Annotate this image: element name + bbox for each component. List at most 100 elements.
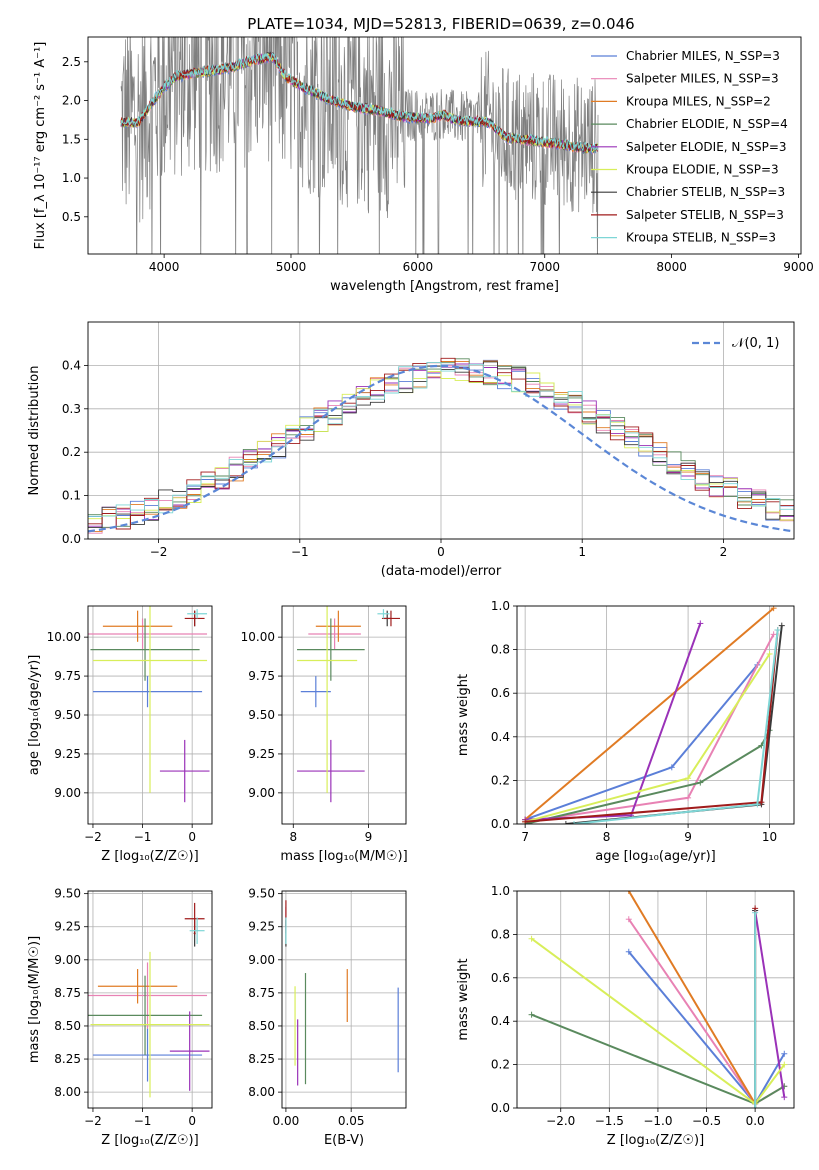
y-tick-label: 0.4 (491, 730, 510, 744)
y-tick-label: 9.00 (54, 953, 81, 967)
y-tick-label: 2.0 (62, 94, 81, 108)
x-axis-label: wavelength [Angstrom, rest frame] (330, 279, 559, 294)
x-tick-label: 7000 (529, 260, 560, 274)
x-axis-label: (data-model)/error (381, 564, 502, 579)
y-tick-label: 8.50 (248, 1019, 275, 1033)
weight-line (524, 653, 771, 823)
y-tick-label: 0.2 (491, 1058, 510, 1072)
y-tick-label: 9.75 (248, 669, 275, 683)
y-tick-label: 1.5 (62, 132, 81, 146)
x-tick-label: 5000 (276, 260, 307, 274)
axes-frame (281, 605, 407, 825)
x-tick-label: 0.0 (746, 1114, 765, 1128)
x-tick-label: −1 (134, 1114, 152, 1128)
x-tick-label: 7 (521, 830, 529, 844)
y-tick-label: 1.0 (62, 171, 81, 185)
legend-label: Kroupa MILES, N_SSP=2 (626, 94, 771, 108)
x-tick-label: −1.0 (643, 1114, 672, 1128)
x-axis-label: age [log₁₀(age/yr)] (595, 849, 716, 864)
x-tick-label: 0 (188, 830, 196, 844)
y-tick-label: 0.8 (491, 927, 510, 941)
x-tick-label: 8 (289, 830, 297, 844)
weight-line (525, 629, 779, 823)
x-tick-label: 9000 (783, 260, 814, 274)
y-tick-label: 9.50 (248, 708, 275, 722)
x-tick-label: 2 (720, 545, 728, 559)
x-tick-label: 1 (578, 545, 586, 559)
y-tick-label: 0.2 (491, 773, 510, 787)
y-axis-label: mass weight (456, 674, 471, 756)
y-tick-label: 9.00 (248, 786, 275, 800)
x-tick-label: −0.5 (692, 1114, 721, 1128)
legend-label: Salpeter MILES, N_SSP=3 (626, 72, 779, 86)
weight-line (524, 607, 775, 821)
weight-series (522, 606, 785, 824)
y-tick-label: 8.75 (248, 986, 275, 1000)
weight-line (754, 910, 786, 1098)
y-tick-label: 9.00 (54, 786, 81, 800)
x-tick-label: 0.00 (273, 1114, 300, 1128)
axes-frame (281, 890, 407, 1109)
y-axis-label: Flux [f_λ 10⁻¹⁷ erg cm⁻² s⁻¹ A⁻¹] (33, 42, 48, 250)
x-tick-label: −2.0 (546, 1114, 575, 1128)
y-tick-label: 0.4 (62, 358, 81, 372)
legend-label: Chabrier MILES, N_SSP=3 (626, 49, 780, 63)
histogram-series (88, 357, 794, 534)
y-tick-label: 8.00 (54, 1085, 81, 1099)
x-tick-label: 0 (437, 545, 445, 559)
y-axis-label: mass weight (456, 958, 471, 1040)
weight-line (627, 891, 756, 1105)
observed-spectrum (120, 37, 599, 254)
histogram-step (88, 357, 794, 530)
y-tick-label: 0.1 (62, 489, 81, 503)
weight-line (524, 729, 771, 824)
y-tick-label: 0.4 (491, 1014, 510, 1028)
x-tick-label: −2 (84, 1114, 102, 1128)
x-tick-label: −1 (291, 545, 309, 559)
legend-label: Chabrier STELIB, N_SSP=3 (626, 185, 785, 199)
model-spectrum (120, 51, 598, 152)
x-tick-label: 8 (603, 830, 611, 844)
legend-label: Salpeter STELIB, N_SSP=3 (626, 208, 784, 222)
y-tick-label: 0.8 (491, 643, 510, 657)
axes-frame (87, 605, 213, 825)
y-tick-label: 0.3 (62, 402, 81, 416)
legend-label: Kroupa STELIB, N_SSP=3 (626, 231, 776, 245)
y-tick-label: 9.50 (248, 887, 275, 901)
x-axis-label: Z [log₁₀(Z/Z☉)] (101, 1133, 198, 1148)
y-axis-label: Normed distribution (27, 366, 42, 496)
axes-frame (87, 321, 795, 540)
axes-frame (516, 890, 795, 1109)
y-tick-label: 9.00 (248, 953, 275, 967)
y-tick-label: 8.00 (248, 1085, 275, 1099)
figure-title: PLATE=1034, MJD=52813, FIBERID=0639, z=0… (247, 15, 634, 33)
axes-frame (87, 36, 802, 255)
y-tick-label: 9.50 (54, 887, 81, 901)
errorbar-series (88, 606, 210, 803)
spectrum-series (120, 37, 599, 254)
y-tick-label: 0.0 (491, 1101, 510, 1115)
y-tick-label: 2.5 (62, 55, 81, 69)
legend-label: 𝒩(0, 1) (732, 336, 779, 351)
y-tick-label: 0.0 (491, 817, 510, 831)
y-tick-label: 9.25 (248, 747, 275, 761)
x-tick-label: 0.05 (338, 1114, 365, 1128)
y-tick-label: 1.0 (491, 599, 510, 613)
legend-label: Salpeter ELODIE, N_SSP=3 (626, 140, 787, 154)
histogram-step (88, 371, 794, 521)
y-tick-label: 0.5 (62, 210, 81, 224)
y-tick-label: 10.00 (47, 630, 81, 644)
weight-series (528, 891, 788, 1108)
legend-label: Chabrier ELODIE, N_SSP=4 (626, 117, 788, 131)
y-tick-label: 0.6 (491, 686, 510, 700)
x-tick-label: 8000 (656, 260, 687, 274)
errorbar-series (88, 902, 210, 1098)
errorbar-series (285, 900, 399, 1086)
x-tick-label: 9 (365, 830, 373, 844)
weight-line (573, 629, 779, 824)
normal-curve (88, 364, 794, 533)
y-tick-label: 9.25 (54, 920, 81, 934)
x-tick-label: −2 (84, 830, 102, 844)
x-tick-label: 0 (188, 1114, 196, 1128)
x-tick-label: 6000 (403, 260, 434, 274)
